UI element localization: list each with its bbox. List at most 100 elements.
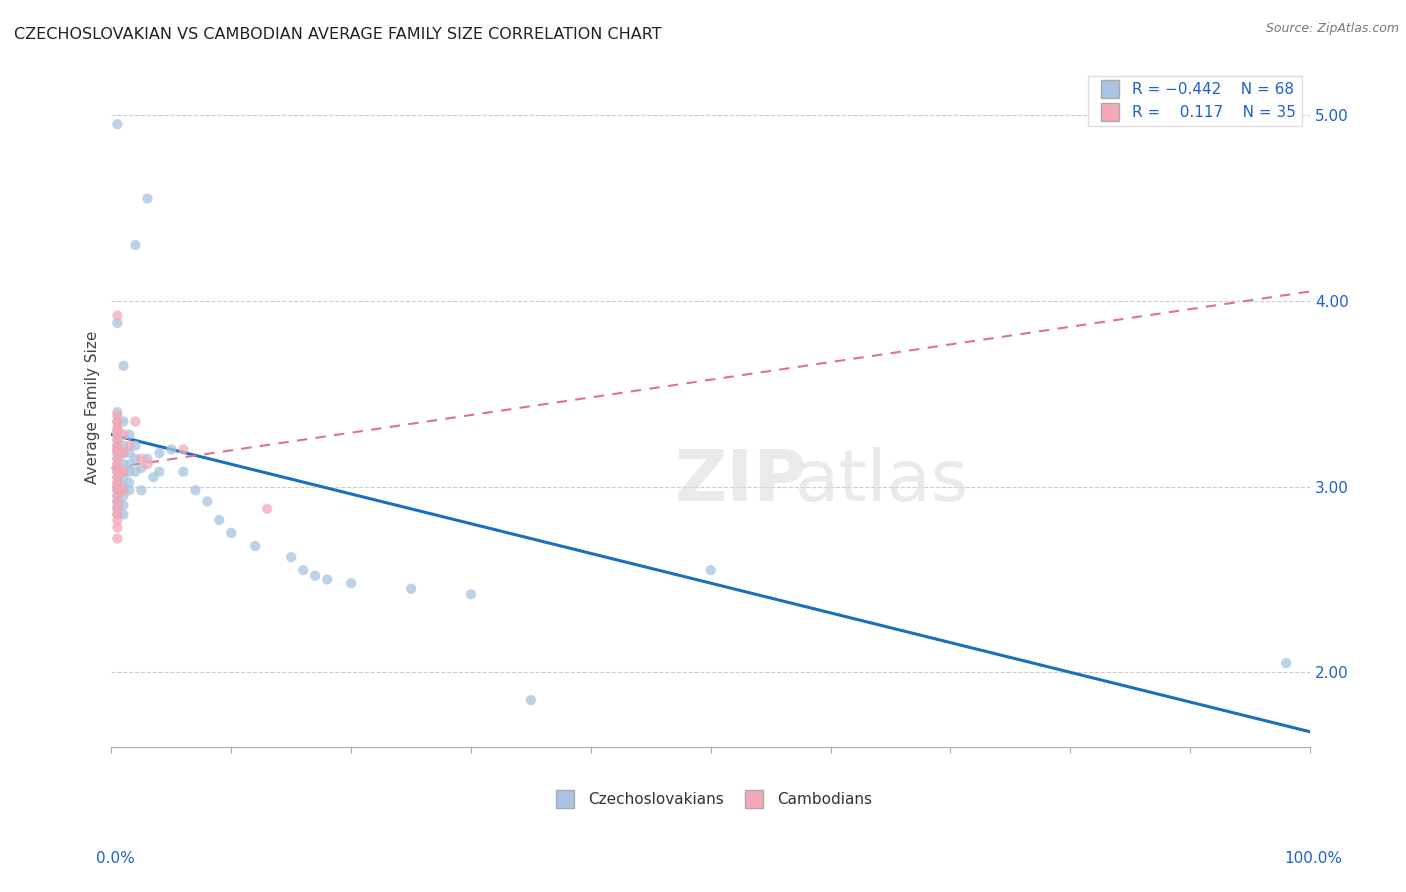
- Point: [256, 501, 278, 516]
- Point: [208, 513, 231, 527]
- Point: [136, 457, 159, 471]
- Point: [107, 532, 129, 546]
- Point: [112, 483, 135, 498]
- Point: [112, 446, 135, 460]
- Point: [107, 415, 129, 429]
- Point: [107, 433, 129, 447]
- Point: [118, 457, 141, 471]
- Point: [112, 489, 135, 503]
- Point: [399, 582, 422, 596]
- Point: [107, 457, 129, 471]
- Point: [107, 470, 129, 484]
- Point: [112, 359, 135, 373]
- Point: [107, 415, 129, 429]
- Point: [107, 439, 129, 453]
- Point: [107, 451, 129, 466]
- Point: [107, 442, 129, 457]
- Point: [107, 117, 129, 131]
- Point: [107, 446, 129, 460]
- Point: [136, 451, 159, 466]
- Point: [107, 479, 129, 493]
- Point: [107, 513, 129, 527]
- Point: [118, 427, 141, 442]
- Point: [124, 465, 146, 479]
- Point: [131, 483, 153, 498]
- Point: [124, 238, 146, 252]
- Point: [107, 475, 129, 490]
- Point: [112, 415, 135, 429]
- Point: [107, 489, 129, 503]
- Text: CZECHOSLOVAKIAN VS CAMBODIAN AVERAGE FAMILY SIZE CORRELATION CHART: CZECHOSLOVAKIAN VS CAMBODIAN AVERAGE FAM…: [14, 27, 662, 42]
- Point: [142, 470, 165, 484]
- Point: [131, 461, 153, 475]
- Point: [112, 465, 135, 479]
- Point: [107, 508, 129, 522]
- Point: [107, 501, 129, 516]
- Text: ZIP: ZIP: [675, 447, 807, 516]
- Text: Source: ZipAtlas.com: Source: ZipAtlas.com: [1265, 22, 1399, 36]
- Point: [107, 433, 129, 447]
- Point: [195, 494, 218, 508]
- Point: [219, 526, 242, 541]
- Point: [107, 446, 129, 460]
- Point: [107, 461, 129, 475]
- Point: [112, 508, 135, 522]
- Point: [112, 483, 135, 498]
- Point: [245, 539, 267, 553]
- Point: [107, 494, 129, 508]
- Point: [184, 483, 207, 498]
- Point: [112, 427, 135, 442]
- Point: [107, 316, 129, 330]
- Legend: Czechoslovakians, Cambodians: Czechoslovakians, Cambodians: [544, 787, 879, 814]
- Point: [700, 563, 723, 577]
- Point: [107, 424, 129, 438]
- Point: [107, 479, 129, 493]
- Point: [107, 451, 129, 466]
- Y-axis label: Average Family Size: Average Family Size: [86, 331, 100, 484]
- Point: [112, 498, 135, 512]
- Text: 100.0%: 100.0%: [1285, 851, 1343, 865]
- Text: 0.0%: 0.0%: [96, 851, 135, 865]
- Point: [280, 550, 302, 565]
- Point: [316, 573, 339, 587]
- Point: [107, 483, 129, 498]
- Point: [107, 427, 129, 442]
- Point: [107, 465, 129, 479]
- Point: [148, 465, 170, 479]
- Point: [460, 587, 482, 601]
- Point: [292, 563, 315, 577]
- Point: [112, 470, 135, 484]
- Point: [107, 498, 129, 512]
- Point: [107, 501, 129, 516]
- Point: [112, 457, 135, 471]
- Point: [136, 192, 159, 206]
- Point: [118, 475, 141, 490]
- Point: [107, 427, 129, 442]
- Point: [107, 424, 129, 438]
- Point: [107, 508, 129, 522]
- Point: [148, 446, 170, 460]
- Point: [172, 442, 194, 457]
- Point: [340, 576, 363, 591]
- Point: [107, 457, 129, 471]
- Point: [1275, 656, 1298, 670]
- Point: [131, 451, 153, 466]
- Point: [107, 494, 129, 508]
- Point: [520, 693, 543, 707]
- Point: [107, 461, 129, 475]
- Point: [107, 405, 129, 419]
- Point: [118, 483, 141, 498]
- Point: [118, 465, 141, 479]
- Point: [124, 415, 146, 429]
- Point: [172, 465, 194, 479]
- Point: [124, 451, 146, 466]
- Point: [107, 470, 129, 484]
- Point: [107, 475, 129, 490]
- Point: [107, 439, 129, 453]
- Point: [112, 446, 135, 460]
- Point: [304, 568, 326, 582]
- Point: [112, 479, 135, 493]
- Point: [107, 309, 129, 323]
- Point: [107, 520, 129, 534]
- Point: [107, 489, 129, 503]
